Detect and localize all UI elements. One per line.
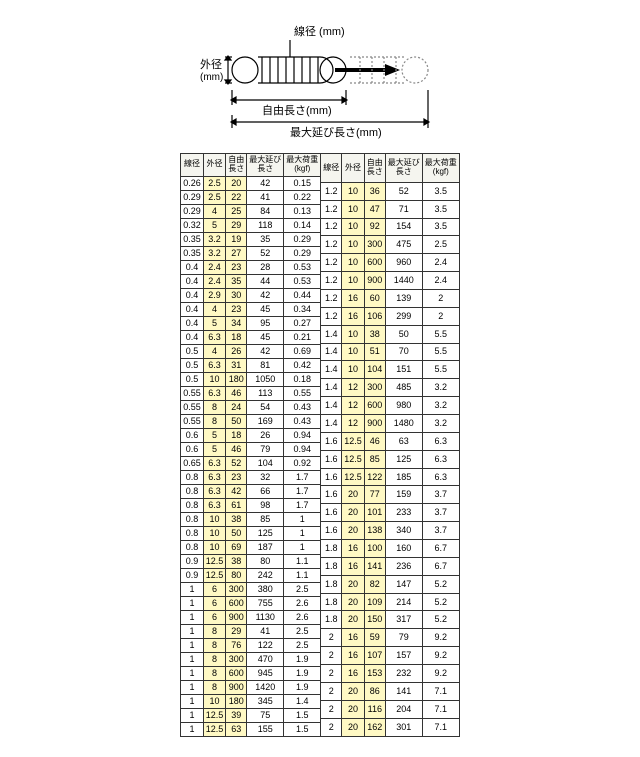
table-row: 0.353.219350.29	[181, 232, 321, 246]
table-row: 220861417.1	[321, 682, 460, 700]
table-row: 0.51018010500.18	[181, 372, 321, 386]
table-row: 1690011302.6	[181, 610, 321, 624]
max-ext-label: 最大延び長さ(mm)	[290, 125, 382, 139]
table-row: 0.42.930420.44	[181, 288, 321, 302]
table-row: 0.56.331810.42	[181, 358, 321, 372]
table-row: 1.612.51221856.3	[321, 468, 460, 486]
table-row: 0.5426420.69	[181, 344, 321, 358]
table-row: 1.2106009602.4	[321, 254, 460, 272]
table-row: 0.6518260.94	[181, 428, 321, 442]
table-row: 2161071579.2	[321, 647, 460, 665]
table-row: 1.612.5851256.3	[321, 450, 460, 468]
table-row: 1.210921543.5	[321, 218, 460, 236]
table-row: 0.4534950.27	[181, 316, 321, 330]
table-row: 1.2161062992	[321, 307, 460, 325]
col-header: 自由長さ	[226, 154, 247, 177]
free-len-label: 自由長さ(mm)	[262, 103, 332, 117]
table-row: 1.21090014402.4	[321, 272, 460, 290]
table-row: 18761222.5	[181, 638, 321, 652]
svg-text:(mm): (mm)	[200, 72, 223, 83]
table-row: 112.539751.5	[181, 708, 321, 722]
table-row: 1.4101041515.5	[321, 361, 460, 379]
col-header: 最大延び長さ	[385, 154, 422, 183]
table-row: 1101803451.4	[181, 694, 321, 708]
table-row: 0.912.5802421.1	[181, 568, 321, 582]
table-row: 0.262.520420.15	[181, 176, 321, 190]
table-row: 1.820821475.2	[321, 575, 460, 593]
table-row: 1.8201092145.2	[321, 593, 460, 611]
table-row: 0.558501690.43	[181, 414, 321, 428]
col-header: 最大荷重(kgf)	[422, 154, 459, 183]
table-row: 0.86.361981.7	[181, 498, 321, 512]
table-row: 1.216601392	[321, 289, 460, 307]
table-row: 2161532329.2	[321, 665, 460, 683]
table-row: 0.325291180.14	[181, 218, 321, 232]
table-row: 0.6546790.94	[181, 442, 321, 456]
table-row: 1890014201.9	[181, 680, 321, 694]
table-row: 163003802.5	[181, 582, 321, 596]
col-header: 外径	[203, 154, 226, 177]
table-row: 166007552.6	[181, 596, 321, 610]
table-row: 0.810691871	[181, 540, 321, 554]
table-row: 1.6201012333.7	[321, 504, 460, 522]
wire-dia-label: 線径 (mm)	[294, 24, 345, 38]
table-row: 1.21036523.5	[321, 182, 460, 200]
table-row: 1.21047713.5	[321, 200, 460, 218]
table-row: 21659799.2	[321, 629, 460, 647]
table-row: 0.86.342661.7	[181, 484, 321, 498]
col-header: 最大延び長さ	[247, 154, 284, 177]
table-row: 0.656.3521040.92	[181, 456, 321, 470]
table-row: 1.41290014803.2	[321, 415, 460, 433]
col-header: 線径	[181, 154, 204, 177]
table-row: 1.41038505.5	[321, 325, 460, 343]
table-row: 1.4123004853.2	[321, 379, 460, 397]
table-row: 0.556.3461130.55	[181, 386, 321, 400]
table-row: 0.29425840.13	[181, 204, 321, 218]
outer-dia-label: 外径	[200, 58, 222, 71]
spring-diagram: 線径 (mm) 外径 (mm) 自由長さ(mm) 最大延び長さ(mm)	[0, 0, 640, 153]
table-row: 2201623017.1	[321, 718, 460, 736]
table-row: 0.42.435440.53	[181, 274, 321, 288]
table-row: 1.8201503175.2	[321, 611, 460, 629]
table-row: 183004701.9	[181, 652, 321, 666]
table-row: 1.612.546636.3	[321, 432, 460, 450]
table-row: 1.4126009803.2	[321, 397, 460, 415]
table-row: 0.55824540.43	[181, 400, 321, 414]
col-header: 線径	[321, 154, 342, 183]
table-row: 0.42.423280.53	[181, 260, 321, 274]
table-row: 0.86.323321.7	[181, 470, 321, 484]
table-row: 1829412.5	[181, 624, 321, 638]
table-row: 1.620771593.7	[321, 486, 460, 504]
table-row: 0.4423450.34	[181, 302, 321, 316]
col-header: 自由長さ	[364, 154, 385, 183]
table-row: 1.6201383403.7	[321, 522, 460, 540]
table-row: 0.46.318450.21	[181, 330, 321, 344]
table-row: 1.41051705.5	[321, 343, 460, 361]
table-row: 1.8161412366.7	[321, 557, 460, 575]
table-row: 0.81038851	[181, 512, 321, 526]
spec-table-left: 線径外径自由長さ最大延び長さ最大荷重(kgf)0.262.520420.150.…	[180, 153, 321, 737]
table-row: 0.912.538801.1	[181, 554, 321, 568]
table-row: 0.353.227520.29	[181, 246, 321, 260]
spec-tables: 線径外径自由長さ最大延び長さ最大荷重(kgf)0.262.520420.150.…	[0, 153, 640, 757]
table-row: 0.810501251	[181, 526, 321, 540]
table-row: 186009451.9	[181, 666, 321, 680]
col-header: 外径	[342, 154, 365, 183]
table-row: 2201162047.1	[321, 700, 460, 718]
table-row: 1.8161001606.7	[321, 540, 460, 558]
table-row: 112.5631551.5	[181, 722, 321, 736]
table-row: 0.292.522410.22	[181, 190, 321, 204]
col-header: 最大荷重(kgf)	[284, 154, 321, 177]
spec-table-right: 線径外径自由長さ最大延び長さ最大荷重(kgf)1.21036523.51.210…	[320, 153, 460, 737]
table-row: 1.2103004752.5	[321, 236, 460, 254]
